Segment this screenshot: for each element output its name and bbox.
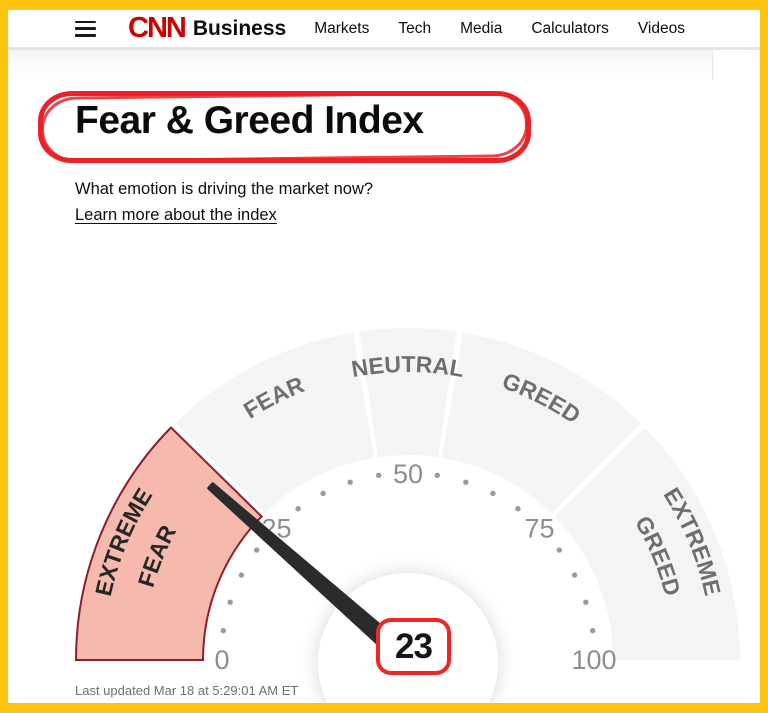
nav-shadow-fade — [8, 50, 760, 78]
hamburger-menu-icon[interactable] — [75, 20, 96, 37]
tick-dot — [320, 490, 326, 497]
tick-dot — [556, 547, 562, 553]
cnn-logo[interactable]: CNN — [128, 12, 187, 44]
scrollbar-corner — [712, 50, 759, 80]
tick-dot — [254, 547, 260, 553]
tick-dot — [571, 572, 578, 578]
segment-neutral — [359, 328, 457, 458]
gauge-value-badge: 23 — [376, 618, 451, 675]
tick-dot — [347, 479, 353, 485]
tick-dot — [583, 599, 589, 605]
tick-dot — [227, 599, 233, 605]
tick-dot — [490, 490, 496, 497]
tick-dot — [220, 628, 226, 634]
tick-dot — [463, 479, 469, 485]
nav-item-calculators[interactable]: Calculators — [531, 19, 609, 37]
segment-extreme-greed — [554, 427, 740, 660]
last-updated-text: Last updated Mar 18 at 5:29:01 AM ET — [75, 683, 299, 698]
tick-label-0: 0 — [214, 645, 229, 675]
tick-dot — [295, 506, 301, 512]
nav-links: Markets Tech Media Calculators Videos — [314, 20, 685, 38]
segment-greed — [442, 332, 641, 514]
nav-item-media[interactable]: Media — [460, 19, 503, 37]
tick-label-100: 100 — [571, 645, 616, 675]
tick-dot — [376, 472, 382, 478]
brand-business-label[interactable]: Business — [192, 17, 287, 40]
segment-label-neutral: NEUTRAL — [350, 351, 467, 382]
nav-item-videos[interactable]: Videos — [637, 19, 685, 37]
segment-fear — [175, 332, 374, 514]
tick-label-50: 50 — [393, 459, 423, 489]
nav-divider — [8, 47, 760, 50]
tick-label-75: 75 — [524, 514, 554, 544]
learn-more-link[interactable]: Learn more about the index — [75, 206, 277, 224]
gauge-value: 23 — [395, 626, 433, 666]
tick-dot — [590, 628, 596, 634]
nav-item-tech[interactable]: Tech — [398, 19, 432, 37]
tick-dot — [515, 506, 521, 512]
page-title: Fear & Greed Index — [75, 99, 424, 142]
top-navbar: CNN Business Markets Tech Media Calculat… — [8, 10, 760, 47]
nav-item-markets[interactable]: Markets — [314, 19, 370, 37]
title-annotation-circle — [38, 91, 531, 163]
tick-dot — [434, 472, 440, 478]
page-subtitle: What emotion is driving the market now? — [75, 180, 374, 198]
tick-dot — [238, 572, 245, 578]
